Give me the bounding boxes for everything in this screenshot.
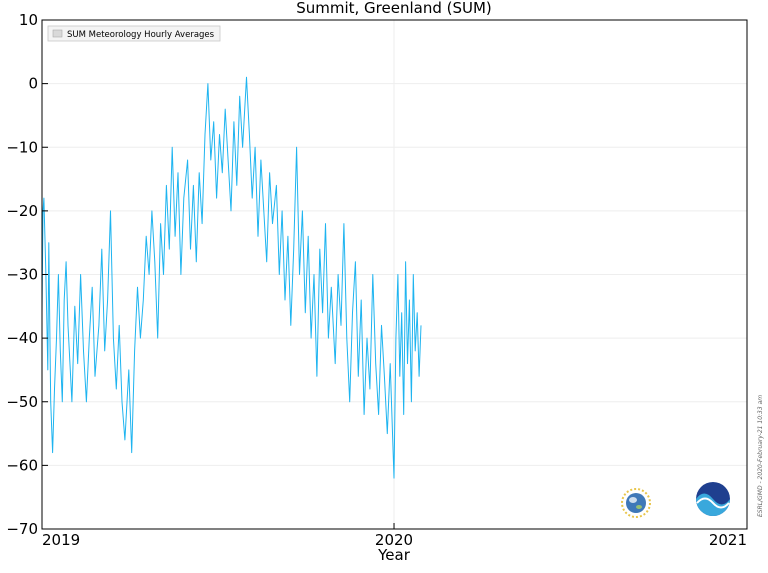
credit-annotation: ESRL/GMD - 2020-February-21 10:33 am xyxy=(757,395,764,517)
x-tick-label: 2020 xyxy=(375,531,413,549)
globe-icon xyxy=(626,493,646,513)
chart-title: Summit, Greenland (SUM) xyxy=(296,0,492,17)
legend: SUM Meteorology Hourly Averages xyxy=(47,25,221,42)
y-tick-label: 0 xyxy=(28,75,38,93)
x-tick-label: 2021 xyxy=(709,531,747,549)
y-tick-label: −10 xyxy=(6,138,38,156)
y-tick-label: −50 xyxy=(6,393,38,411)
globe-logo xyxy=(621,488,651,518)
y-tick-label: −30 xyxy=(6,266,38,284)
legend-swatch xyxy=(52,29,63,38)
y-tick-label: −20 xyxy=(6,202,38,220)
x-axis-label: Year xyxy=(377,546,411,564)
globe-logo-ring xyxy=(621,488,651,518)
series-line xyxy=(42,76,422,479)
x-tick-label: 2019 xyxy=(42,531,80,549)
noaa-logo xyxy=(696,482,730,516)
legend-box xyxy=(47,25,221,42)
y-tick-label: −60 xyxy=(6,456,38,474)
y-tick-label: −40 xyxy=(6,329,38,347)
legend-label: SUM Meteorology Hourly Averages xyxy=(67,30,215,40)
series-layer xyxy=(42,76,422,479)
y-tick-label: −70 xyxy=(6,520,38,538)
y-tick-label: 10 xyxy=(19,11,38,29)
